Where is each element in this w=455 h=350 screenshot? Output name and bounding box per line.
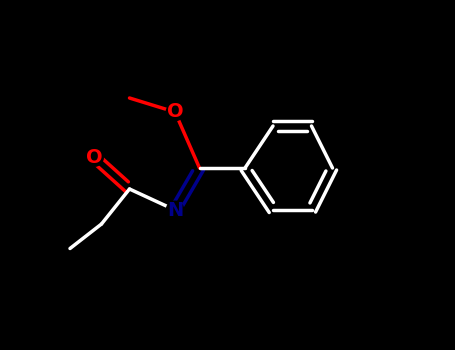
Text: O: O: [167, 103, 183, 121]
Circle shape: [86, 149, 103, 166]
Text: O: O: [86, 148, 103, 167]
Text: N: N: [167, 201, 183, 219]
Circle shape: [166, 103, 184, 121]
Circle shape: [166, 201, 184, 219]
